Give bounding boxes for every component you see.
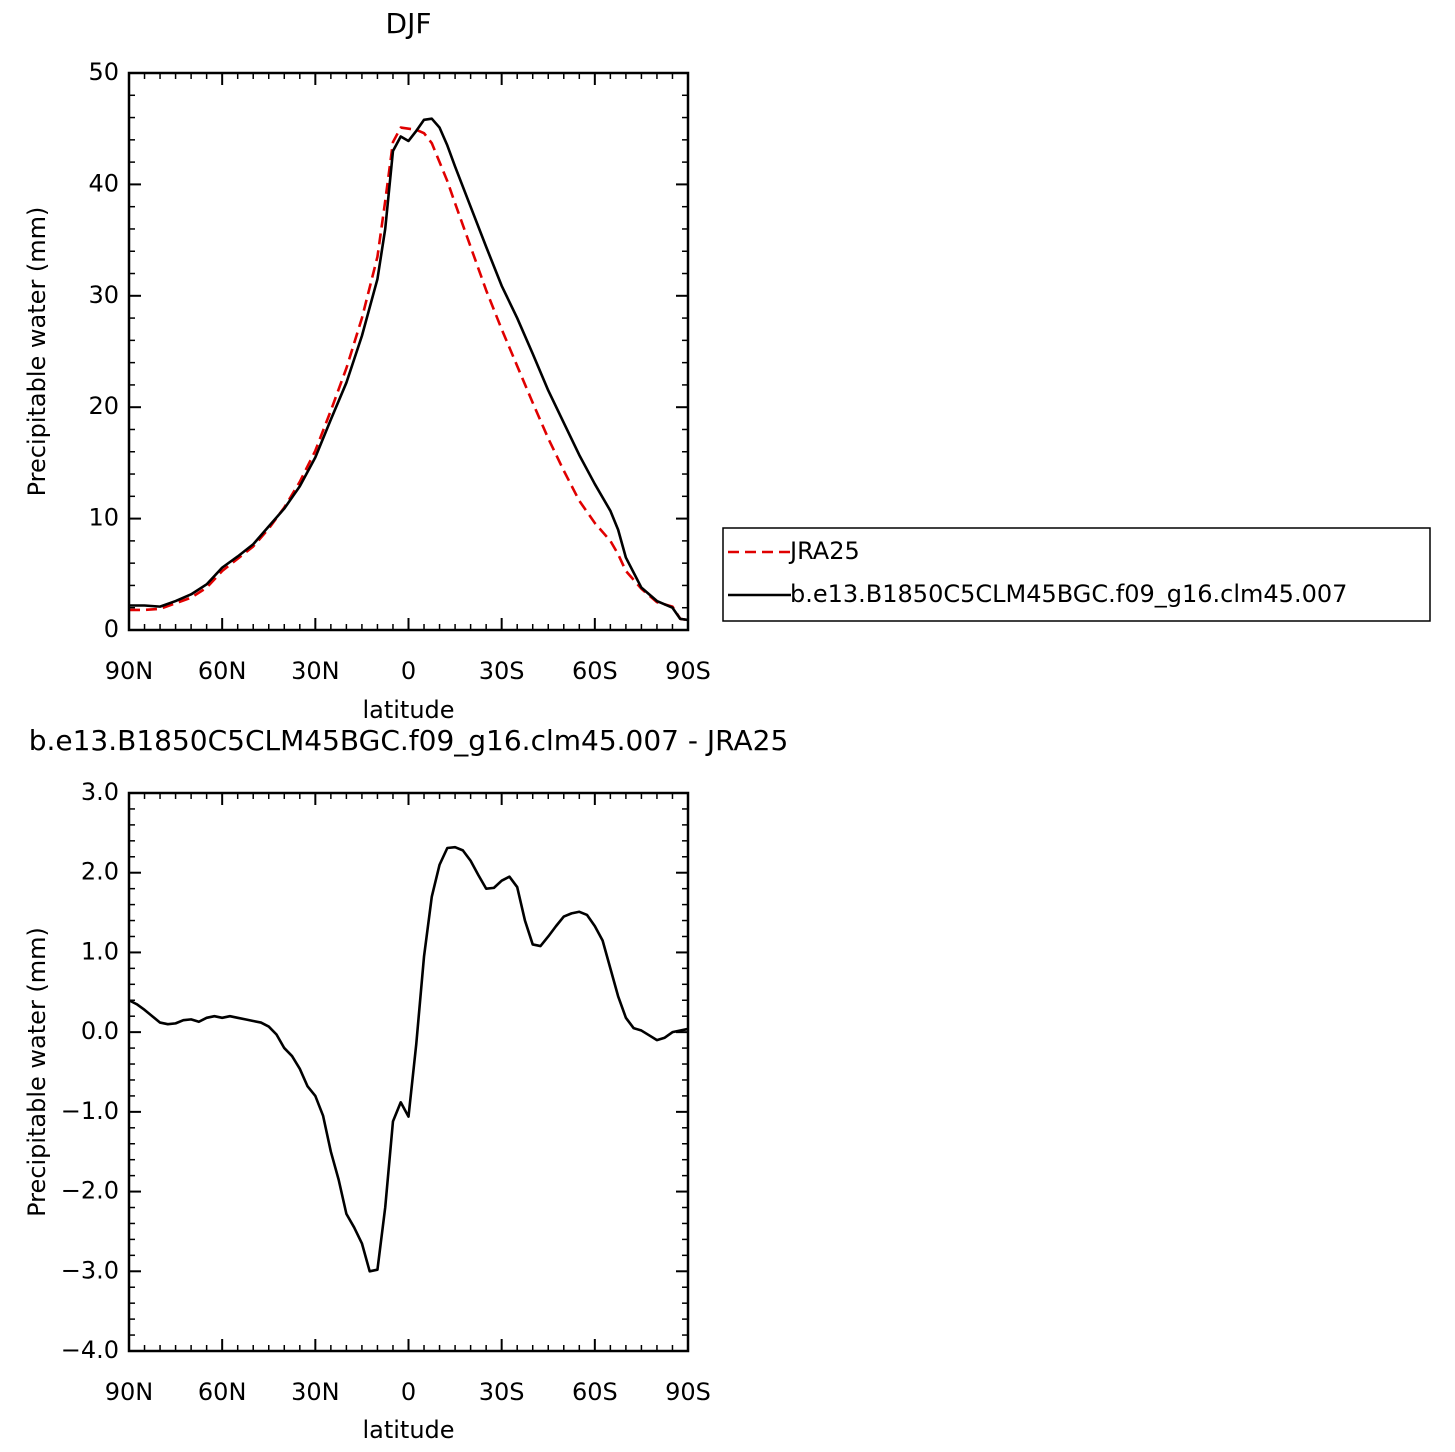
legend-label: b.e13.B1850C5CLM45BGC.f09_g16.clm45.007 [790,580,1347,608]
y-tick-label: 20 [88,392,119,420]
y-tick-label: −1.0 [61,1097,119,1125]
x-tick-label: 60S [572,657,618,685]
y-tick-label: 1.0 [81,937,119,965]
x-tick-label: 30N [291,657,340,685]
y-axis-label: Precipitable water (mm) [23,207,51,497]
data-line [128,845,689,1273]
data-line [129,126,689,622]
x-tick-label: 60N [198,657,247,685]
plot-frame [127,71,690,632]
data-line [129,117,689,622]
x-tick-label: 0 [401,657,416,685]
x-tick-label: 90S [665,1378,711,1406]
y-tick-label: 3.0 [81,778,119,806]
x-tick-label: 90S [665,657,711,685]
y-tick-label: 10 [88,504,119,532]
x-tick-label: 90N [105,657,154,685]
y-tick-label: 0.0 [81,1017,119,1045]
x-tick-label: 30N [291,1378,340,1406]
plot-frame [127,791,690,1353]
y-tick-label: 30 [88,281,119,309]
y-tick-label: 40 [88,169,119,197]
x-tick-label: 60S [572,1378,618,1406]
y-tick-label: −2.0 [61,1177,119,1205]
legend-box [722,527,1431,622]
x-tick-label: 90N [105,1378,154,1406]
chart-title: b.e13.B1850C5CLM45BGC.f09_g16.clm45.007 … [29,724,789,757]
legend-label: JRA25 [788,537,860,565]
x-tick-label: 30S [479,1378,525,1406]
x-tick-label: 60N [198,1378,247,1406]
x-axis-label: latitude [362,1416,454,1444]
y-tick-label: 2.0 [81,858,119,886]
y-tick-label: 0 [104,615,119,643]
y-tick-label: −4.0 [61,1336,119,1364]
x-tick-label: 0 [401,1378,416,1406]
chart-title: DJF [386,7,432,40]
y-tick-label: 50 [88,58,119,86]
y-tick-label: −3.0 [61,1256,119,1284]
x-axis-label: latitude [362,696,454,724]
y-axis-label: Precipitable water (mm) [23,927,51,1217]
x-tick-label: 30S [479,657,525,685]
